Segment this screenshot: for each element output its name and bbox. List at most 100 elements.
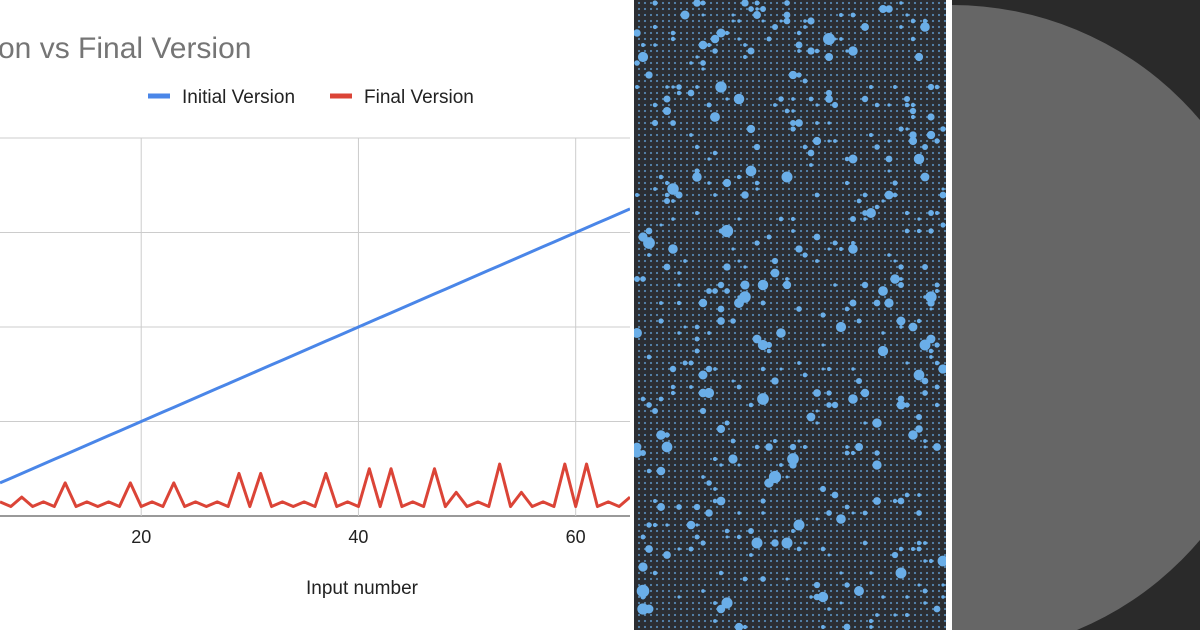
- blob: [740, 280, 750, 290]
- blob: [640, 396, 646, 402]
- blob: [701, 475, 705, 479]
- blob: [916, 546, 922, 552]
- blob: [909, 131, 917, 139]
- blob: [646, 402, 652, 408]
- blob: [920, 172, 930, 182]
- blob: [923, 601, 927, 605]
- blob: [887, 169, 891, 173]
- blob: [815, 517, 819, 521]
- blob: [712, 150, 718, 156]
- blob: [698, 298, 708, 308]
- blob: [634, 29, 641, 37]
- blob: [743, 43, 747, 47]
- blob: [917, 493, 921, 497]
- blob: [927, 113, 935, 121]
- blob: [844, 582, 850, 588]
- blob: [689, 385, 693, 389]
- blob: [905, 613, 909, 617]
- blob: [934, 384, 940, 390]
- blob: [765, 341, 773, 349]
- chart: on vs Final Version Input number 20 40 60 I…: [0, 32, 630, 599]
- circle-panel: [952, 0, 1200, 630]
- blob: [908, 136, 918, 146]
- blob: [689, 61, 693, 65]
- blob: [856, 318, 862, 324]
- blob: [692, 172, 702, 182]
- blob: [855, 587, 863, 595]
- chart-title: on vs Final Version: [0, 32, 251, 65]
- blob: [921, 377, 929, 385]
- blob: [636, 584, 650, 598]
- blob: [783, 17, 791, 25]
- legend-label: Initial Version: [182, 87, 295, 108]
- blob: [723, 263, 731, 271]
- blob: [670, 390, 676, 396]
- blob: [653, 43, 657, 47]
- blob: [937, 555, 946, 567]
- blob: [826, 390, 832, 396]
- blob: [670, 384, 676, 390]
- blob: [929, 355, 933, 359]
- blob: [787, 453, 799, 465]
- blob: [920, 22, 930, 32]
- blob: [908, 430, 918, 440]
- blob: [881, 331, 885, 335]
- blob: [934, 138, 940, 144]
- blob: [731, 379, 735, 383]
- blob: [652, 24, 658, 30]
- blob: [664, 180, 670, 186]
- blob: [669, 365, 677, 373]
- blob: [863, 211, 867, 215]
- blob: [641, 43, 645, 47]
- blob: [698, 40, 708, 50]
- blob: [670, 30, 676, 36]
- blob: [646, 522, 652, 528]
- blob: [839, 601, 843, 605]
- blob: [868, 84, 874, 90]
- blob: [905, 13, 909, 17]
- blob: [826, 402, 832, 408]
- blob: [862, 192, 868, 198]
- blob: [695, 523, 699, 527]
- blob: [815, 103, 819, 107]
- blob: [663, 197, 671, 205]
- blob: [898, 264, 904, 270]
- blob: [789, 119, 797, 127]
- blob: [760, 576, 766, 582]
- blob: [922, 264, 928, 270]
- blob: [791, 97, 795, 101]
- blob: [634, 60, 640, 66]
- blob: [893, 613, 897, 617]
- blob: [861, 281, 869, 289]
- blob: [802, 252, 808, 258]
- blob: [717, 305, 725, 313]
- blob: [677, 331, 681, 335]
- blob: [760, 498, 766, 504]
- blob: [915, 413, 923, 421]
- blob: [796, 72, 802, 78]
- blob: [848, 154, 858, 164]
- blob: [754, 240, 760, 246]
- blob: [789, 461, 797, 469]
- blob: [872, 418, 882, 428]
- blob: [755, 7, 759, 11]
- blob: [748, 528, 754, 534]
- blob: [898, 498, 904, 504]
- blob: [821, 367, 825, 371]
- blob: [823, 33, 835, 45]
- blob: [784, 0, 790, 6]
- blob: [851, 247, 855, 251]
- blob: [635, 193, 639, 197]
- blob: [928, 228, 934, 234]
- blob: [863, 421, 867, 425]
- blob: [904, 402, 910, 408]
- blob: [784, 108, 790, 114]
- blob: [928, 558, 934, 564]
- blob: [658, 318, 664, 324]
- blob: [839, 13, 843, 17]
- blob: [831, 491, 839, 499]
- blob: [845, 451, 849, 455]
- blob: [803, 541, 807, 545]
- blob: [676, 84, 682, 90]
- blob: [926, 130, 936, 140]
